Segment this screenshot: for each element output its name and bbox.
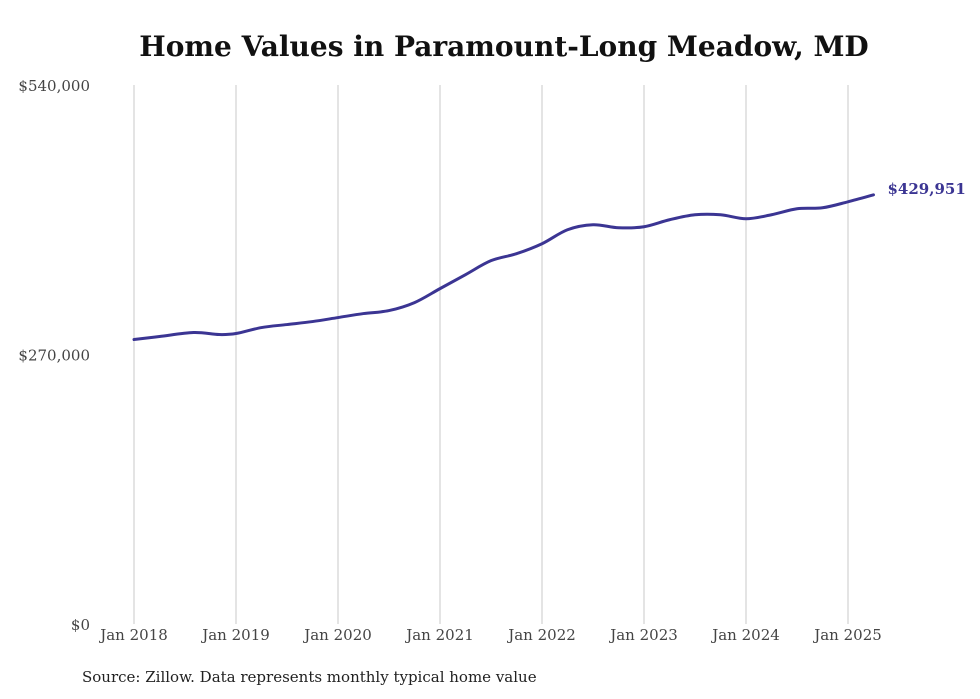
series-group (132, 193, 875, 342)
y-axis-ticks: $0 $270,000 $540,000 (18, 77, 90, 634)
x-tick-label: Jan 2024 (710, 626, 780, 644)
chart-title: Home Values in Paramount-Long Meadow, MD (139, 30, 869, 63)
series-line (132, 193, 875, 342)
source-note: Source: Zillow. Data represents monthly … (82, 668, 537, 686)
x-tick-label: Jan 2021 (404, 626, 474, 644)
x-tick-label: Jan 2025 (812, 626, 882, 644)
y-tick-label: $0 (71, 616, 90, 634)
y-tick-label: $540,000 (18, 77, 90, 95)
x-tick-label: Jan 2022 (506, 626, 576, 644)
x-axis-ticks: Jan 2018 Jan 2019 Jan 2020 Jan 2021 Jan 2022… (98, 626, 882, 644)
end-label-group: $429,951 (888, 180, 966, 198)
y-tick-label: $270,000 (18, 347, 90, 365)
x-tick-label: Jan 2018 (98, 626, 168, 644)
end-value-label: $429,951 (888, 180, 966, 198)
gridlines (133, 85, 849, 624)
x-tick-label: Jan 2020 (302, 626, 372, 644)
x-tick-label: Jan 2019 (200, 626, 270, 644)
x-tick-label: Jan 2023 (608, 626, 678, 644)
